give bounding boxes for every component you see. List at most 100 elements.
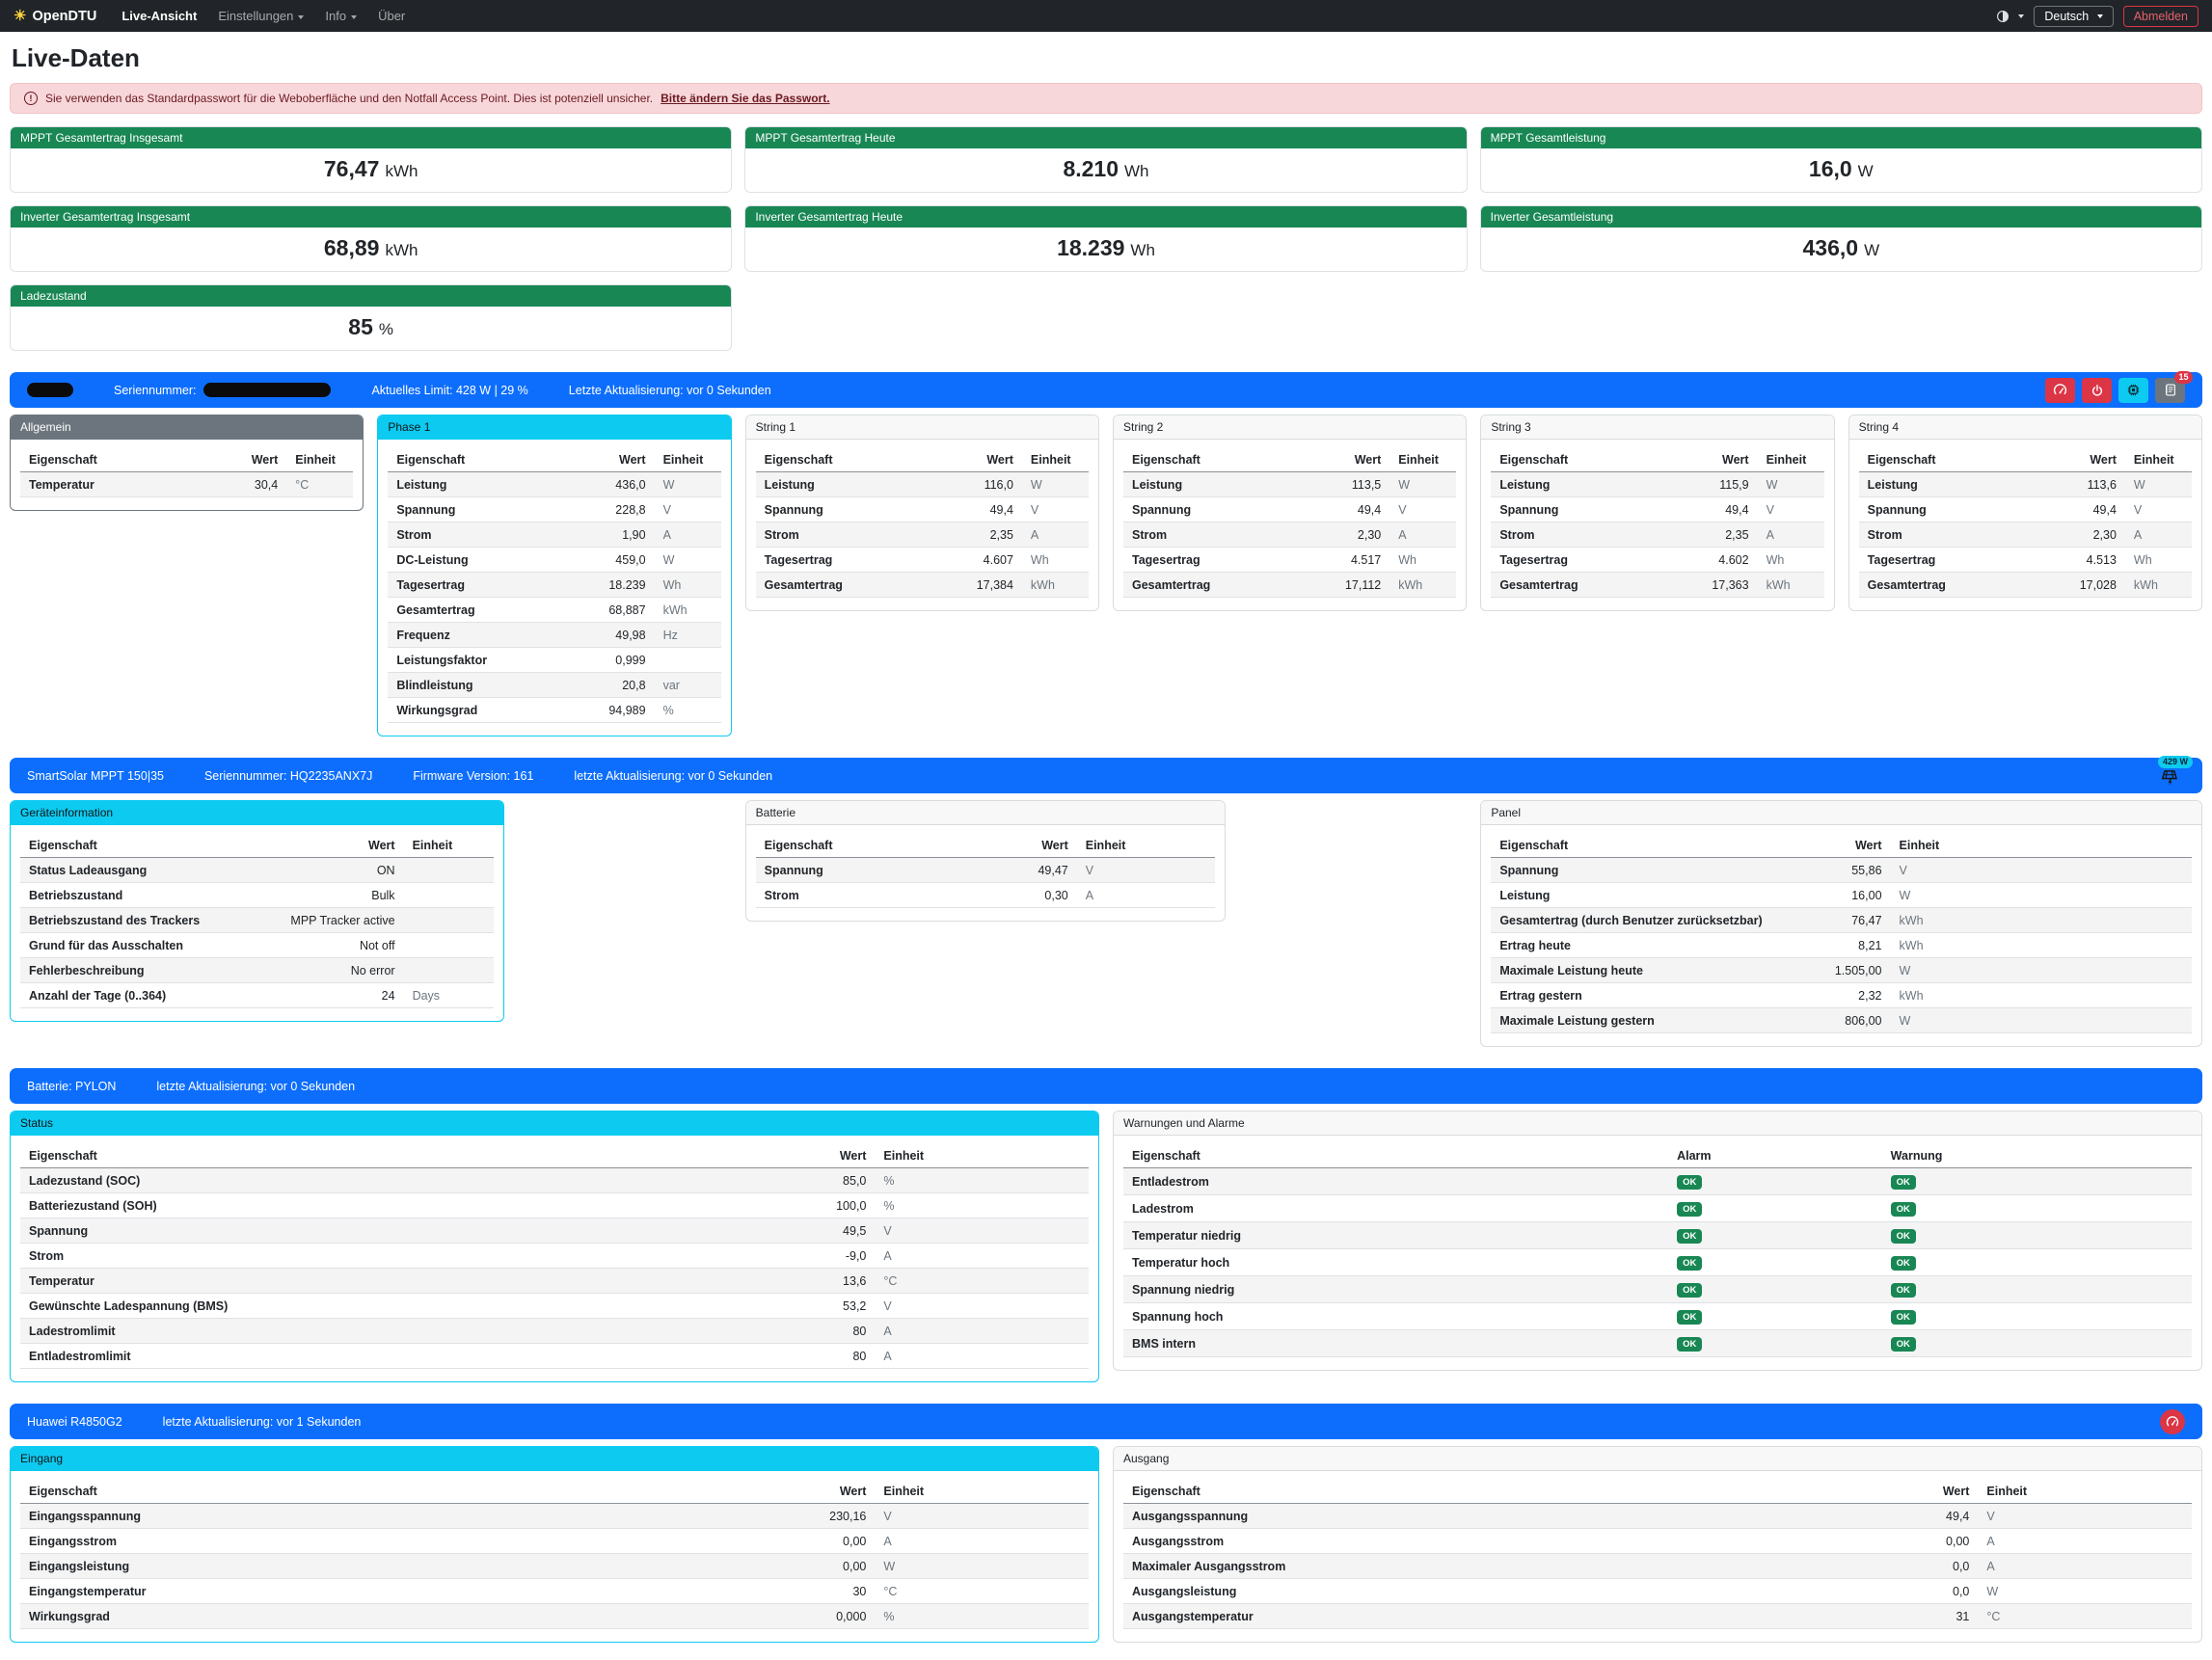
property-label: Ausgangsstrom <box>1123 1528 1743 1554</box>
property-value: 80 <box>639 1318 876 1344</box>
property-label: Entladestromlimit <box>20 1343 640 1369</box>
brand-link[interactable]: ☀ OpenDTU <box>13 9 96 24</box>
card-title: String 3 <box>1481 415 1834 440</box>
nav-item-live-ansicht[interactable]: Live-Ansicht <box>121 9 198 23</box>
property-value: 113,5 <box>1316 471 1390 497</box>
property-label: Spannung <box>1491 857 1771 883</box>
alarm-cell: OK <box>1668 1194 1882 1222</box>
table-row: Ladezustand (SOC) 85,0% <box>20 1167 1089 1193</box>
table-row: Temperatur niedrig OK OK <box>1123 1221 2192 1249</box>
col-alarm: Alarm <box>1668 1143 1882 1168</box>
device-info-button[interactable] <box>2118 377 2148 403</box>
last-update-text: letzte Aktualisierung: vor 1 Sekunden <box>162 1414 362 1429</box>
property-unit: A <box>1076 882 1215 908</box>
stat-card: Inverter Gesamtleistung 436,0 W <box>1479 205 2202 272</box>
property-value: No error <box>280 957 404 983</box>
stat-card: MPPT Gesamtertrag Insgesamt 76,47 kWh <box>10 126 733 193</box>
property-value: 49,5 <box>639 1218 876 1244</box>
col-unit: Einheit <box>875 1143 1089 1168</box>
stat-card-unit: kWh <box>385 241 418 259</box>
card-phase1: Phase 1 Eigenschaft Wert Einheit Leistun… <box>377 415 732 736</box>
property-value: 4.602 <box>1684 547 1758 573</box>
warning-cell: OK <box>1881 1221 2192 1249</box>
property-value: 115,9 <box>1684 471 1758 497</box>
property-unit: Wh <box>1389 547 1457 573</box>
property-value: 0,00 <box>1742 1528 1979 1554</box>
table-row: Strom -9,0 A <box>20 1243 1089 1269</box>
limit-settings-button[interactable] <box>2160 1408 2185 1434</box>
stat-card: Ladezustand 85% <box>10 284 733 351</box>
power-button[interactable] <box>2082 377 2112 403</box>
property-label: Anzahl der Tage (0..364) <box>20 982 281 1008</box>
col-value: Wert <box>213 447 287 472</box>
property-unit: V <box>1389 496 1457 522</box>
table-row: Tagesertrag 4.513 Wh <box>1858 547 2192 573</box>
page-title: Live-Daten <box>12 43 140 72</box>
col-property: Eigenschaft <box>755 447 949 472</box>
table-row: Ertrag heute 8,21 kWh <box>1491 932 2192 958</box>
property-unit: W <box>875 1553 1089 1579</box>
property-label: Entladestrom <box>1123 1167 1669 1195</box>
property-unit: W <box>1890 1007 2192 1033</box>
property-unit: °C <box>875 1268 1089 1294</box>
property-label: Strom <box>1123 522 1317 548</box>
alarm-ok-badge: OK <box>1677 1283 1703 1298</box>
last-update-text: letzte Aktualisierung: vor 0 Sekunden <box>574 768 773 783</box>
string4-table: Eigenschaft Wert Einheit Leistung 113,6 W S… <box>1858 447 2192 598</box>
property-unit: V <box>875 1293 1089 1319</box>
property-label: Wirkungsgrad <box>20 1603 640 1629</box>
table-row: DC-Leistung 459,0 W <box>388 547 721 573</box>
property-unit: kWh <box>1389 572 1457 598</box>
property-label: Wirkungsgrad <box>388 697 581 723</box>
stat-card-title: Inverter Gesamtertrag Insgesamt <box>11 206 732 228</box>
limit-settings-button[interactable] <box>2045 377 2075 403</box>
property-label: Grund für das Ausschalten <box>20 932 281 958</box>
card-ausgang: Ausgang Eigenschaft Wert Einheit Ausgang… <box>1113 1446 2202 1643</box>
property-label: Maximaler Ausgangsstrom <box>1123 1553 1743 1579</box>
table-row: Spannung 49,4 V <box>1123 496 1457 522</box>
col-property: Eigenschaft <box>1123 447 1317 472</box>
change-password-link[interactable]: Bitte ändern Sie das Passwort. <box>661 92 830 105</box>
property-value: 49,4 <box>2051 496 2125 522</box>
property-unit: V <box>1757 496 1824 522</box>
nav-item-info[interactable]: Info <box>315 5 366 27</box>
property-value: 49,4 <box>1742 1503 1979 1529</box>
property-label: Temperatur hoch <box>1123 1248 1669 1276</box>
property-value: 13,6 <box>639 1268 876 1294</box>
col-property: Eigenschaft <box>20 447 214 472</box>
warning-cell: OK <box>1881 1275 2192 1303</box>
property-unit: % <box>875 1603 1089 1629</box>
table-row: Wirkungsgrad 94,989% <box>388 697 721 723</box>
huawei-header-bar: Huawei R4850G2 letzte Aktualisierung: vo… <box>10 1404 2202 1439</box>
nav-item-einstellungen[interactable]: Einstellungen <box>208 5 313 27</box>
stat-card-value: 16,0 <box>1808 156 1852 181</box>
property-value: 0,0 <box>1742 1553 1979 1579</box>
property-unit: W <box>1890 957 2192 983</box>
card-title: String 1 <box>745 415 1098 440</box>
language-dropdown[interactable]: Deutsch <box>2034 5 2114 27</box>
theme-toggle[interactable] <box>1996 10 2025 23</box>
panel-table: Eigenschaft Wert Einheit Spannung 55,86 V L… <box>1491 833 2192 1033</box>
property-label: Leistung <box>1858 471 2052 497</box>
property-unit: A <box>1757 522 1824 548</box>
property-value: 20,8 <box>580 672 655 698</box>
stat-card-unit: kWh <box>385 162 418 180</box>
property-label: Strom <box>388 522 581 548</box>
logout-button[interactable]: Abmelden <box>2122 5 2199 27</box>
nav-item-ueber[interactable]: Über <box>378 9 406 23</box>
table-row: Grund für das Ausschalten Not off <box>20 932 494 958</box>
event-log-button[interactable]: 15 <box>2155 370 2193 403</box>
alarm-ok-badge: OK <box>1677 1256 1703 1271</box>
device-info-table: Eigenschaft Wert Einheit Status Ladeausg… <box>20 833 494 1008</box>
stat-card-title: MPPT Gesamtleistung <box>1480 127 2201 148</box>
journal-icon <box>2165 384 2175 396</box>
property-label: Frequenz <box>388 622 581 648</box>
serial-label: Seriennummer: <box>114 383 197 397</box>
table-row: Leistung 115,9 W <box>1491 471 1824 497</box>
property-unit <box>403 882 494 908</box>
property-label: Temperatur niedrig <box>1123 1221 1669 1249</box>
inverter-actions: 15 <box>2045 370 2193 403</box>
table-row: Batteriezustand (SOH) 100,0% <box>20 1192 1089 1218</box>
card-title: String 4 <box>1848 415 2201 440</box>
property-label: Temperatur <box>20 1268 640 1294</box>
